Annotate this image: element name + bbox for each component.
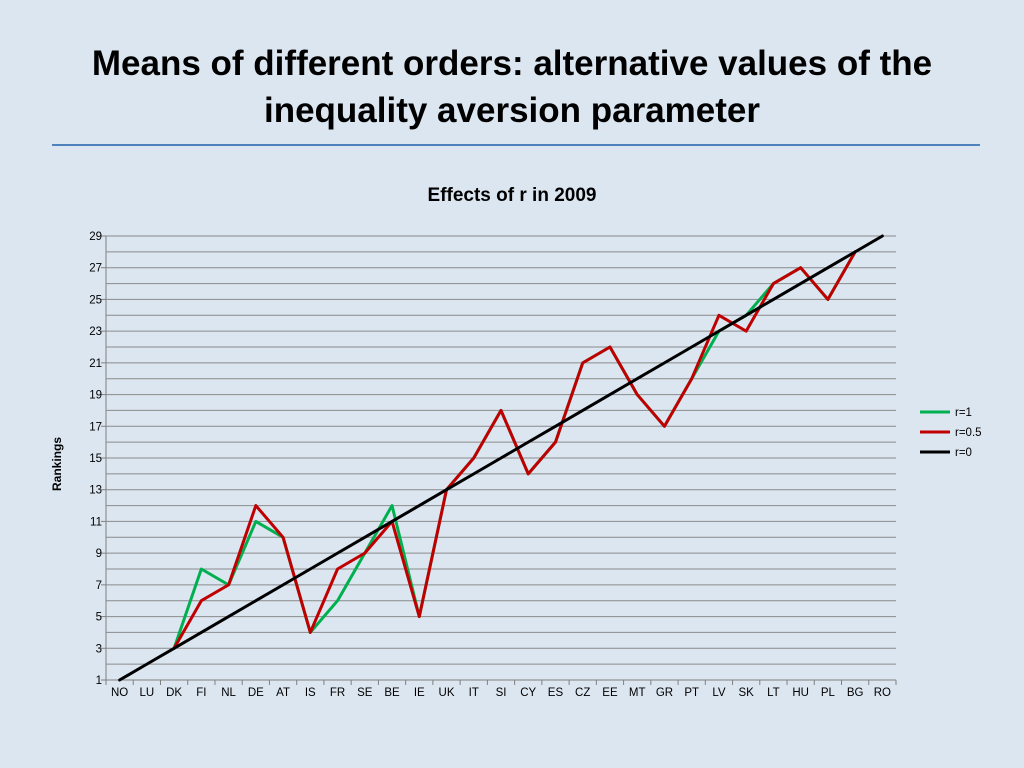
x-tick-label: FR [330, 687, 345, 699]
x-tick-label: IE [414, 687, 425, 699]
y-tick-label: 23 [89, 326, 102, 338]
x-tick-label: AT [276, 687, 290, 699]
y-tick-label: 3 [96, 643, 102, 655]
x-tick-label: LT [767, 687, 780, 699]
legend-label: r=1 [955, 407, 972, 419]
y-tick-label: 27 [89, 263, 102, 275]
x-tick-label: GR [656, 687, 673, 699]
x-tick-label: DK [166, 687, 182, 699]
series-line-r=0.5 [172, 250, 857, 650]
x-tick-label: NL [221, 687, 236, 699]
x-tick-label: IS [305, 687, 316, 699]
legend: r=1 r=0.5 r=0 [920, 407, 982, 459]
y-tick-label: 17 [89, 421, 102, 433]
x-tick-label: LU [140, 687, 155, 699]
x-tick-label: PL [821, 687, 836, 699]
legend-label: r=0 [955, 447, 972, 459]
x-tick-label: CZ [575, 687, 590, 699]
x-tick-label: MT [629, 687, 646, 699]
x-tick-label: BE [384, 687, 400, 699]
x-tick-label: RO [874, 687, 891, 699]
x-tick-label: UK [439, 687, 455, 699]
y-tick-label: 1 [96, 675, 102, 687]
x-tick-label: NO [111, 687, 128, 699]
x-tick-label: ES [548, 687, 564, 699]
x-tick-label: PT [684, 687, 699, 699]
series-lines [118, 234, 884, 682]
slide-title: Means of different orders: alternative v… [91, 44, 933, 130]
y-tick-label: 7 [96, 580, 102, 592]
x-tick-label: SK [739, 687, 755, 699]
x-tick-label: SI [496, 687, 507, 699]
y-tick-label: 15 [89, 453, 102, 465]
y-tick-label: 19 [89, 390, 102, 402]
y-tick-label: 21 [89, 358, 102, 370]
gridlines [106, 235, 896, 681]
x-tick-label: EE [602, 687, 618, 699]
legend-label: r=0.5 [955, 427, 982, 439]
x-tick-label: FI [196, 687, 206, 699]
y-tick-label: 9 [96, 548, 102, 560]
y-tick-label: 5 [96, 612, 102, 624]
y-axis-label: Rankings [50, 437, 64, 491]
x-tick-label: IT [469, 687, 479, 699]
x-tick-label: BG [847, 687, 864, 699]
y-tick-label: 29 [89, 231, 102, 243]
y-tick-label: 11 [90, 516, 102, 528]
x-tick-label: HU [792, 687, 809, 699]
x-tick-label: SE [357, 687, 373, 699]
y-tick-label: 13 [89, 485, 102, 497]
x-tick-labels: NO LU DK FI NL DE AT IS FR SE BE IE UK IT SI CY ES CZ EE MT… [111, 687, 891, 699]
x-tick-label: CY [520, 687, 536, 699]
y-tick-label: 25 [89, 294, 102, 306]
axes [101, 235, 897, 685]
x-tick-label: DE [248, 687, 264, 699]
chart-title: Effects of r in 2009 [428, 185, 597, 206]
title-divider [52, 144, 980, 146]
x-tick-label: LV [712, 687, 726, 699]
series-line-r=0 [118, 234, 884, 682]
